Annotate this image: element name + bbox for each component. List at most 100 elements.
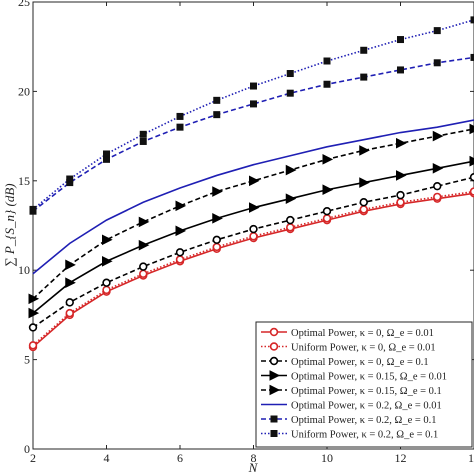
legend-label: Optimal Power, κ = 0.15, Ω_e = 0.1 [291, 386, 442, 397]
data-point-5 [102, 234, 113, 246]
y-tick-label: 20 [18, 84, 30, 98]
data-point-5 [212, 186, 223, 197]
data-point-4 [469, 155, 474, 167]
data-point-3 [396, 190, 405, 200]
data-point-7 [250, 100, 257, 108]
data-point-4 [102, 255, 113, 267]
data-point-2 [175, 255, 185, 264]
x-tick-label: 6 [177, 451, 183, 465]
legend-label: Optimal Power, κ = 0.2, Ω_e = 0.1 [291, 415, 437, 426]
data-point-8 [286, 70, 294, 78]
data-point-5 [432, 130, 444, 142]
legend-label: Optimal Power, κ = 0, Ω_e = 0.1 [291, 357, 429, 368]
data-point-2 [396, 198, 405, 207]
y-tick-label: 10 [18, 263, 30, 277]
data-point-5 [285, 164, 297, 176]
legend-marker [270, 430, 278, 437]
data-point-8 [323, 57, 331, 65]
data-point-8 [176, 112, 184, 120]
data-point-8 [397, 36, 404, 44]
data-point-2 [433, 192, 442, 202]
x-tick-label: 14 [468, 451, 474, 465]
data-point-2 [322, 214, 332, 223]
legend-label: Uniform Power, κ = 0.2, Ω_e = 0.1 [291, 429, 438, 440]
y-tick-label: 0 [24, 442, 30, 456]
data-point-3 [359, 198, 368, 207]
data-point-7 [360, 73, 368, 81]
data-point-5 [28, 293, 40, 305]
data-point-5 [138, 216, 150, 228]
x-axis-label: N [248, 460, 259, 474]
data-point-3 [469, 173, 474, 182]
data-point-5 [322, 154, 334, 165]
data-point-2 [139, 269, 148, 278]
data-point-5 [249, 175, 260, 187]
data-point-8 [29, 205, 37, 213]
data-point-8 [213, 96, 221, 104]
x-tick-label: 12 [395, 451, 407, 465]
data-point-7 [139, 137, 147, 145]
data-point-7 [213, 111, 221, 119]
data-point-7 [286, 89, 294, 97]
data-point-7 [470, 53, 474, 61]
data-point-3 [433, 181, 442, 191]
legend-marker [269, 356, 279, 366]
data-point-8 [139, 130, 147, 138]
data-point-3 [65, 298, 74, 307]
data-point-8 [360, 46, 368, 54]
data-point-4 [359, 177, 370, 188]
data-point-3 [286, 215, 295, 225]
data-point-3 [249, 224, 258, 234]
x-tick-label: 10 [321, 451, 333, 465]
legend-label: Uniform Power, κ = 0, Ω_e = 0.01 [291, 342, 436, 353]
data-point-5 [175, 200, 187, 212]
data-point-5 [469, 123, 474, 135]
data-point-4 [432, 162, 444, 174]
y-axis-label: ∑ P_{S_n} (dB) [2, 183, 17, 266]
x-tick-label: 8 [251, 451, 257, 465]
legend-label: Optimal Power, κ = 0.15, Ω_e = 0.01 [291, 371, 447, 382]
data-point-2 [469, 187, 474, 196]
data-point-7 [176, 123, 184, 131]
legend-box [255, 321, 473, 448]
legend-items: Optimal Power, κ = 0, Ω_e = 0.01 Uniform … [261, 328, 447, 440]
data-point-2 [65, 308, 74, 318]
data-point-4 [212, 213, 223, 224]
legend-marker [269, 384, 281, 396]
data-point-3 [28, 323, 38, 332]
data-point-7 [323, 80, 331, 88]
data-point-4 [65, 277, 76, 289]
data-point-4 [175, 225, 187, 237]
data-point-2 [102, 285, 111, 295]
data-point-3 [212, 235, 221, 245]
data-point-5 [396, 137, 407, 149]
data-point-5 [359, 145, 370, 156]
data-point-3 [175, 248, 185, 257]
data-point-4 [396, 170, 407, 181]
data-point-8 [66, 175, 74, 183]
data-point-2 [249, 232, 258, 241]
data-point-4 [28, 307, 40, 319]
axis-ticks: 2 4 6 8 10 12 14 0 5 10 15 20 25 [18, 0, 474, 465]
data-point-7 [397, 66, 404, 74]
data-point-8 [250, 82, 257, 90]
legend-label: Optimal Power, κ = 0.2, Ω_e = 0.01 [291, 400, 442, 411]
data-point-4 [285, 193, 297, 204]
data-point-8 [433, 27, 441, 35]
x-tick-label: 2 [30, 451, 36, 465]
y-tick-label: 25 [18, 0, 30, 9]
data-point-8 [470, 16, 474, 24]
data-point-8 [103, 150, 110, 158]
legend: Optimal Power, κ = 0, Ω_e = 0.01 Uniform … [255, 321, 473, 448]
legend-marker [269, 370, 281, 381]
data-point-2 [28, 341, 38, 350]
data-point-4 [249, 202, 260, 213]
data-point-4 [322, 184, 334, 196]
data-point-3 [139, 262, 148, 271]
y-tick-label: 15 [18, 174, 30, 188]
series-markers [28, 16, 474, 352]
data-point-2 [212, 242, 221, 252]
data-point-2 [359, 205, 368, 214]
series-line-6 [32, 119, 474, 275]
